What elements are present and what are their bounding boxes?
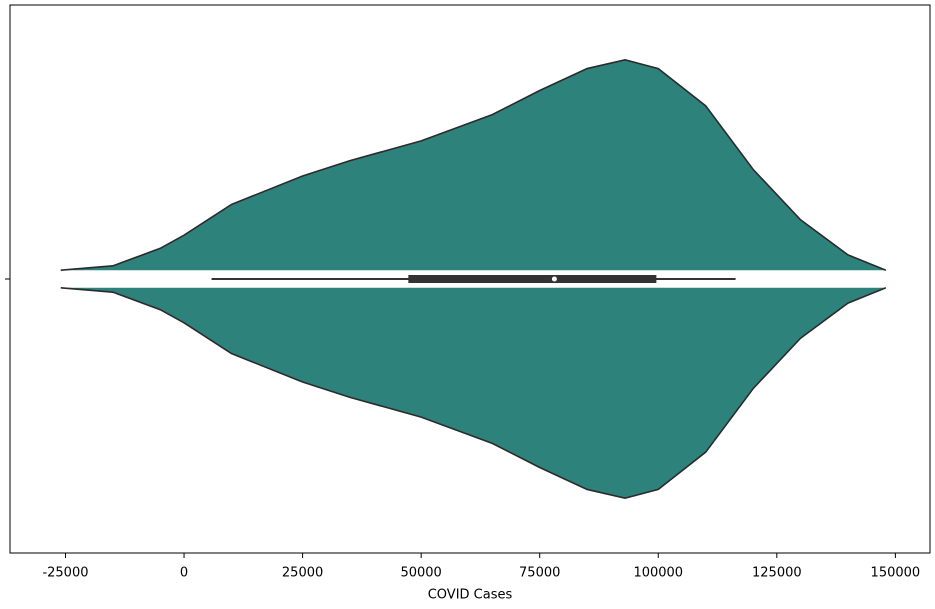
x-tick-label: 75000 bbox=[519, 566, 560, 581]
x-tick-label: 100000 bbox=[633, 566, 683, 581]
box bbox=[408, 275, 657, 283]
violin-upper bbox=[60, 58, 887, 272]
x-tick-label: 25000 bbox=[282, 566, 323, 581]
x-tick-label: 0 bbox=[180, 566, 188, 581]
x-tick-label: 50000 bbox=[400, 566, 441, 581]
x-tick-label: 150000 bbox=[871, 566, 921, 581]
violin-lower bbox=[60, 286, 887, 500]
plot-frame bbox=[9, 4, 931, 554]
x-tick-label: -25000 bbox=[42, 566, 88, 581]
median bbox=[551, 276, 557, 282]
x-tick-label: 125000 bbox=[752, 566, 802, 581]
x-axis-label: COVID Cases bbox=[428, 588, 513, 603]
